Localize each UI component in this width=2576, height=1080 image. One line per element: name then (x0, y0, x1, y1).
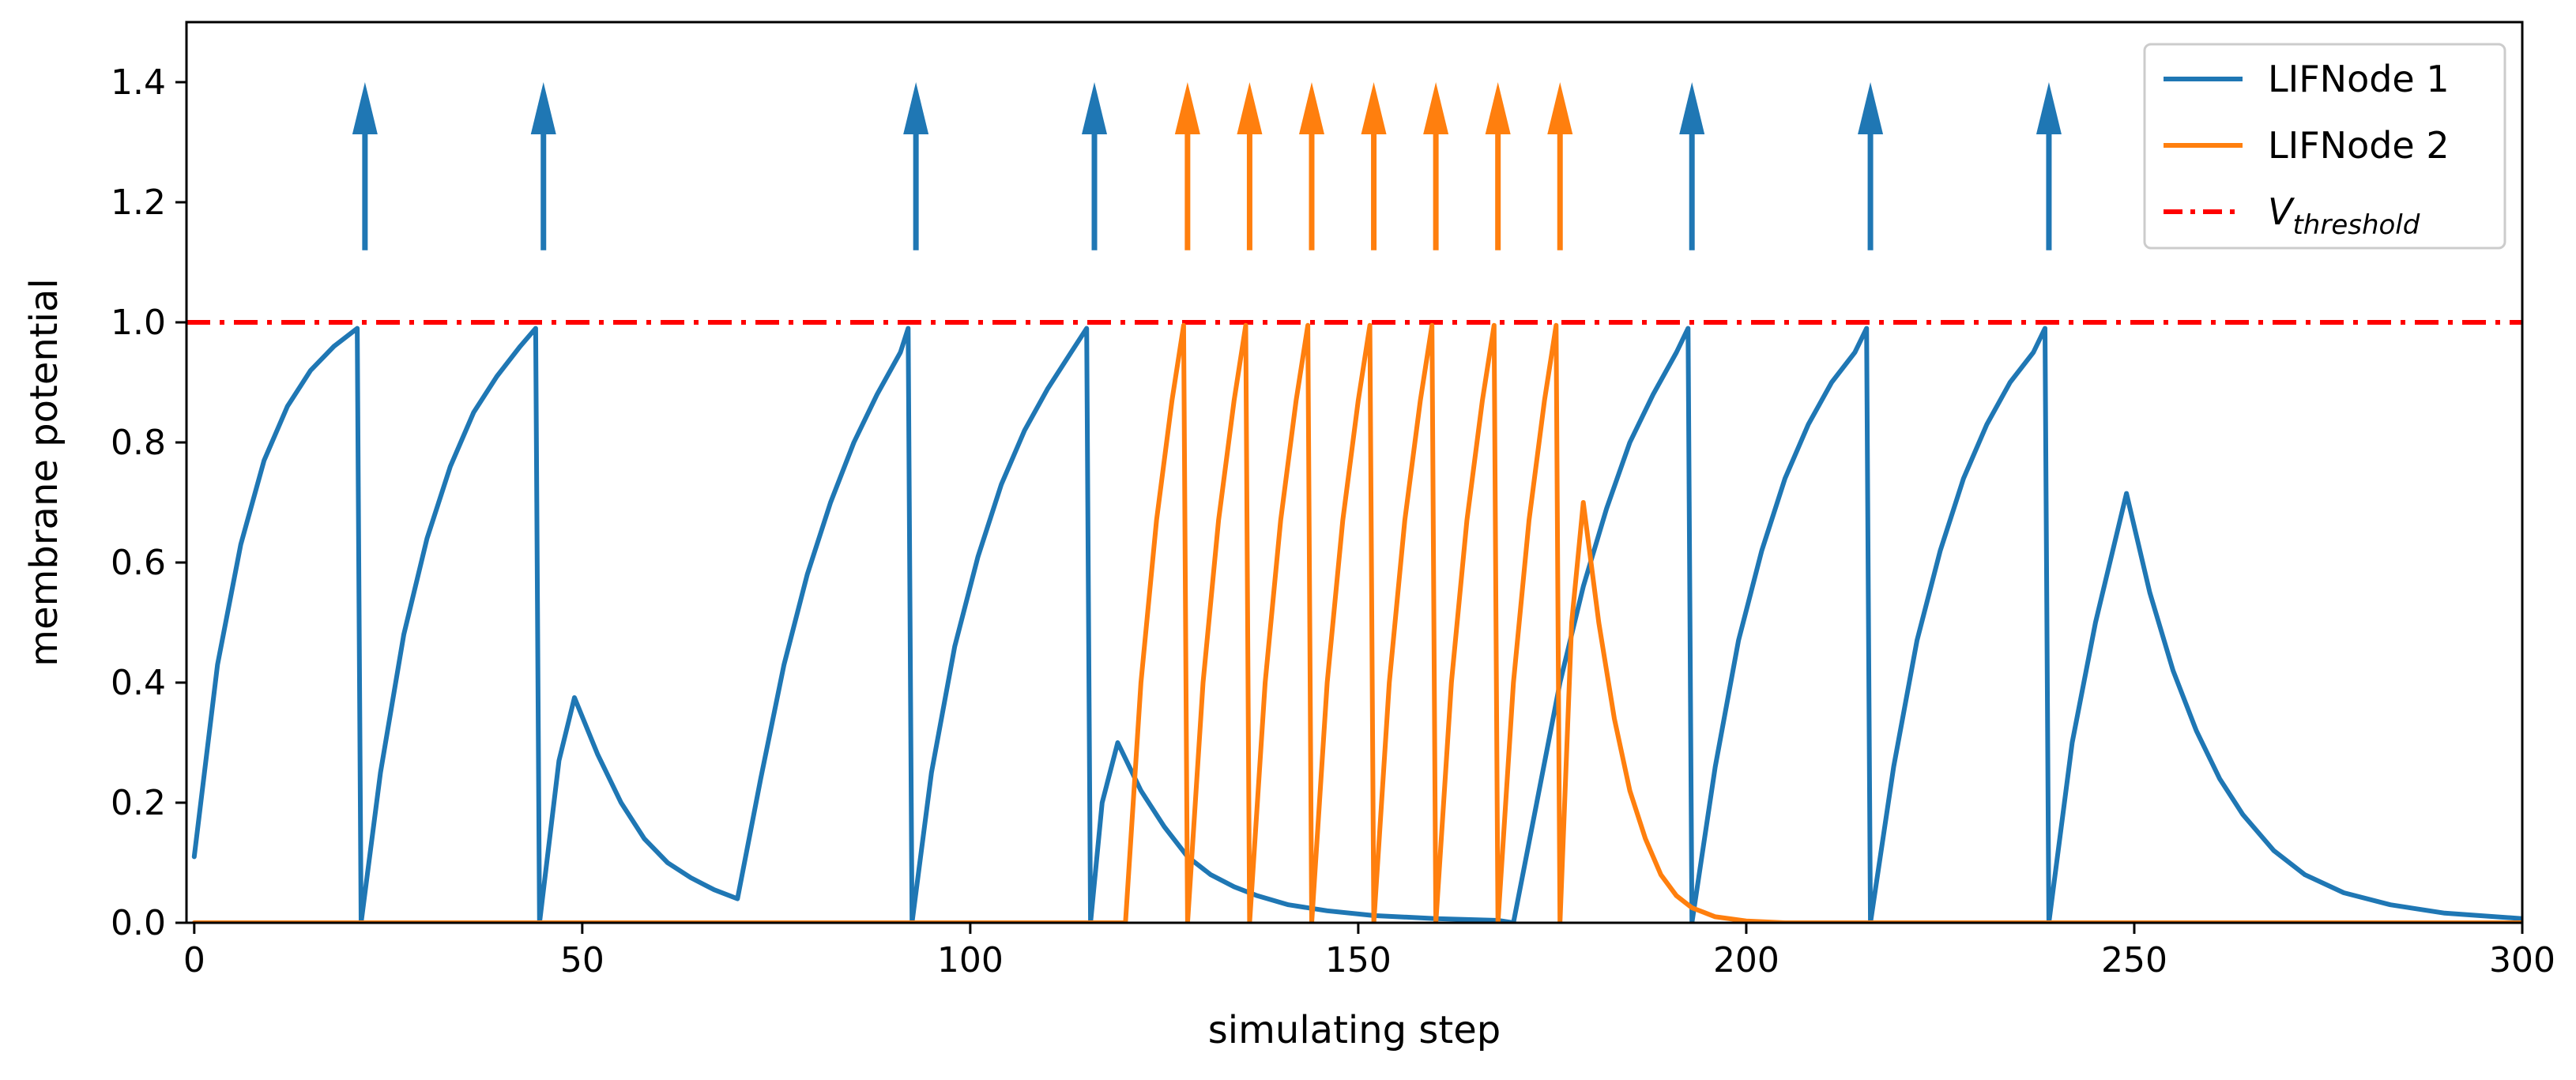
x-tick-label: 150 (1325, 940, 1392, 980)
spike-arrow (1679, 82, 1705, 250)
legend: LIFNode 1 LIFNode 2 Vthreshold (2143, 43, 2506, 250)
y-tick-label: 0.8 (111, 423, 166, 463)
spike-arrow (1547, 82, 1573, 250)
legend-box (2143, 43, 2506, 250)
y-tick-label: 0.0 (111, 903, 166, 943)
x-tick-label: 100 (937, 940, 1004, 980)
spike-arrow (903, 82, 929, 250)
x-tick-label: 300 (2489, 940, 2555, 980)
series-line-1 (191, 326, 2522, 923)
legend-label: Vthreshold (2268, 190, 2420, 241)
legend-label: LIFNode 2 (2268, 124, 2450, 167)
x-axis-label: simulating step (1208, 1008, 1501, 1052)
spike-arrow (1174, 82, 1200, 250)
spike-arrow (1237, 82, 1263, 250)
plot-frame (185, 21, 2524, 924)
y-tick-label: 1.4 (111, 62, 166, 103)
plot-area (186, 82, 2522, 923)
x-tick-label: 250 (2101, 940, 2167, 980)
y-axis-label: membrane potential (22, 278, 66, 666)
x-tick-label: 50 (560, 940, 604, 980)
spike-arrow (1082, 82, 1108, 250)
spike-arrow (1361, 82, 1387, 250)
y-tick-label: 0.2 (111, 783, 166, 823)
axis-ticks: 0 50 100 150 200 250 300 0.0 0.2 0.4 0.6 0.8 1.0 1.2 1… (111, 62, 2555, 980)
y-tick-label: 1.2 (111, 183, 166, 223)
spike-arrow (2036, 82, 2062, 250)
y-tick-label: 0.6 (111, 543, 166, 583)
spike-arrow (530, 82, 556, 250)
y-tick-label: 0.4 (111, 663, 166, 703)
spike-arrow (1485, 82, 1511, 250)
x-tick-label: 200 (1713, 940, 1779, 980)
spike-arrow (1298, 82, 1324, 250)
spike-arrow (1423, 82, 1449, 250)
spike-arrow (1858, 82, 1884, 250)
legend-label: LIFNode 1 (2268, 58, 2450, 100)
spike-arrow (352, 82, 378, 250)
y-tick-label: 1.0 (111, 303, 166, 343)
x-tick-label: 0 (183, 940, 205, 980)
series-line-2 (191, 322, 2522, 923)
